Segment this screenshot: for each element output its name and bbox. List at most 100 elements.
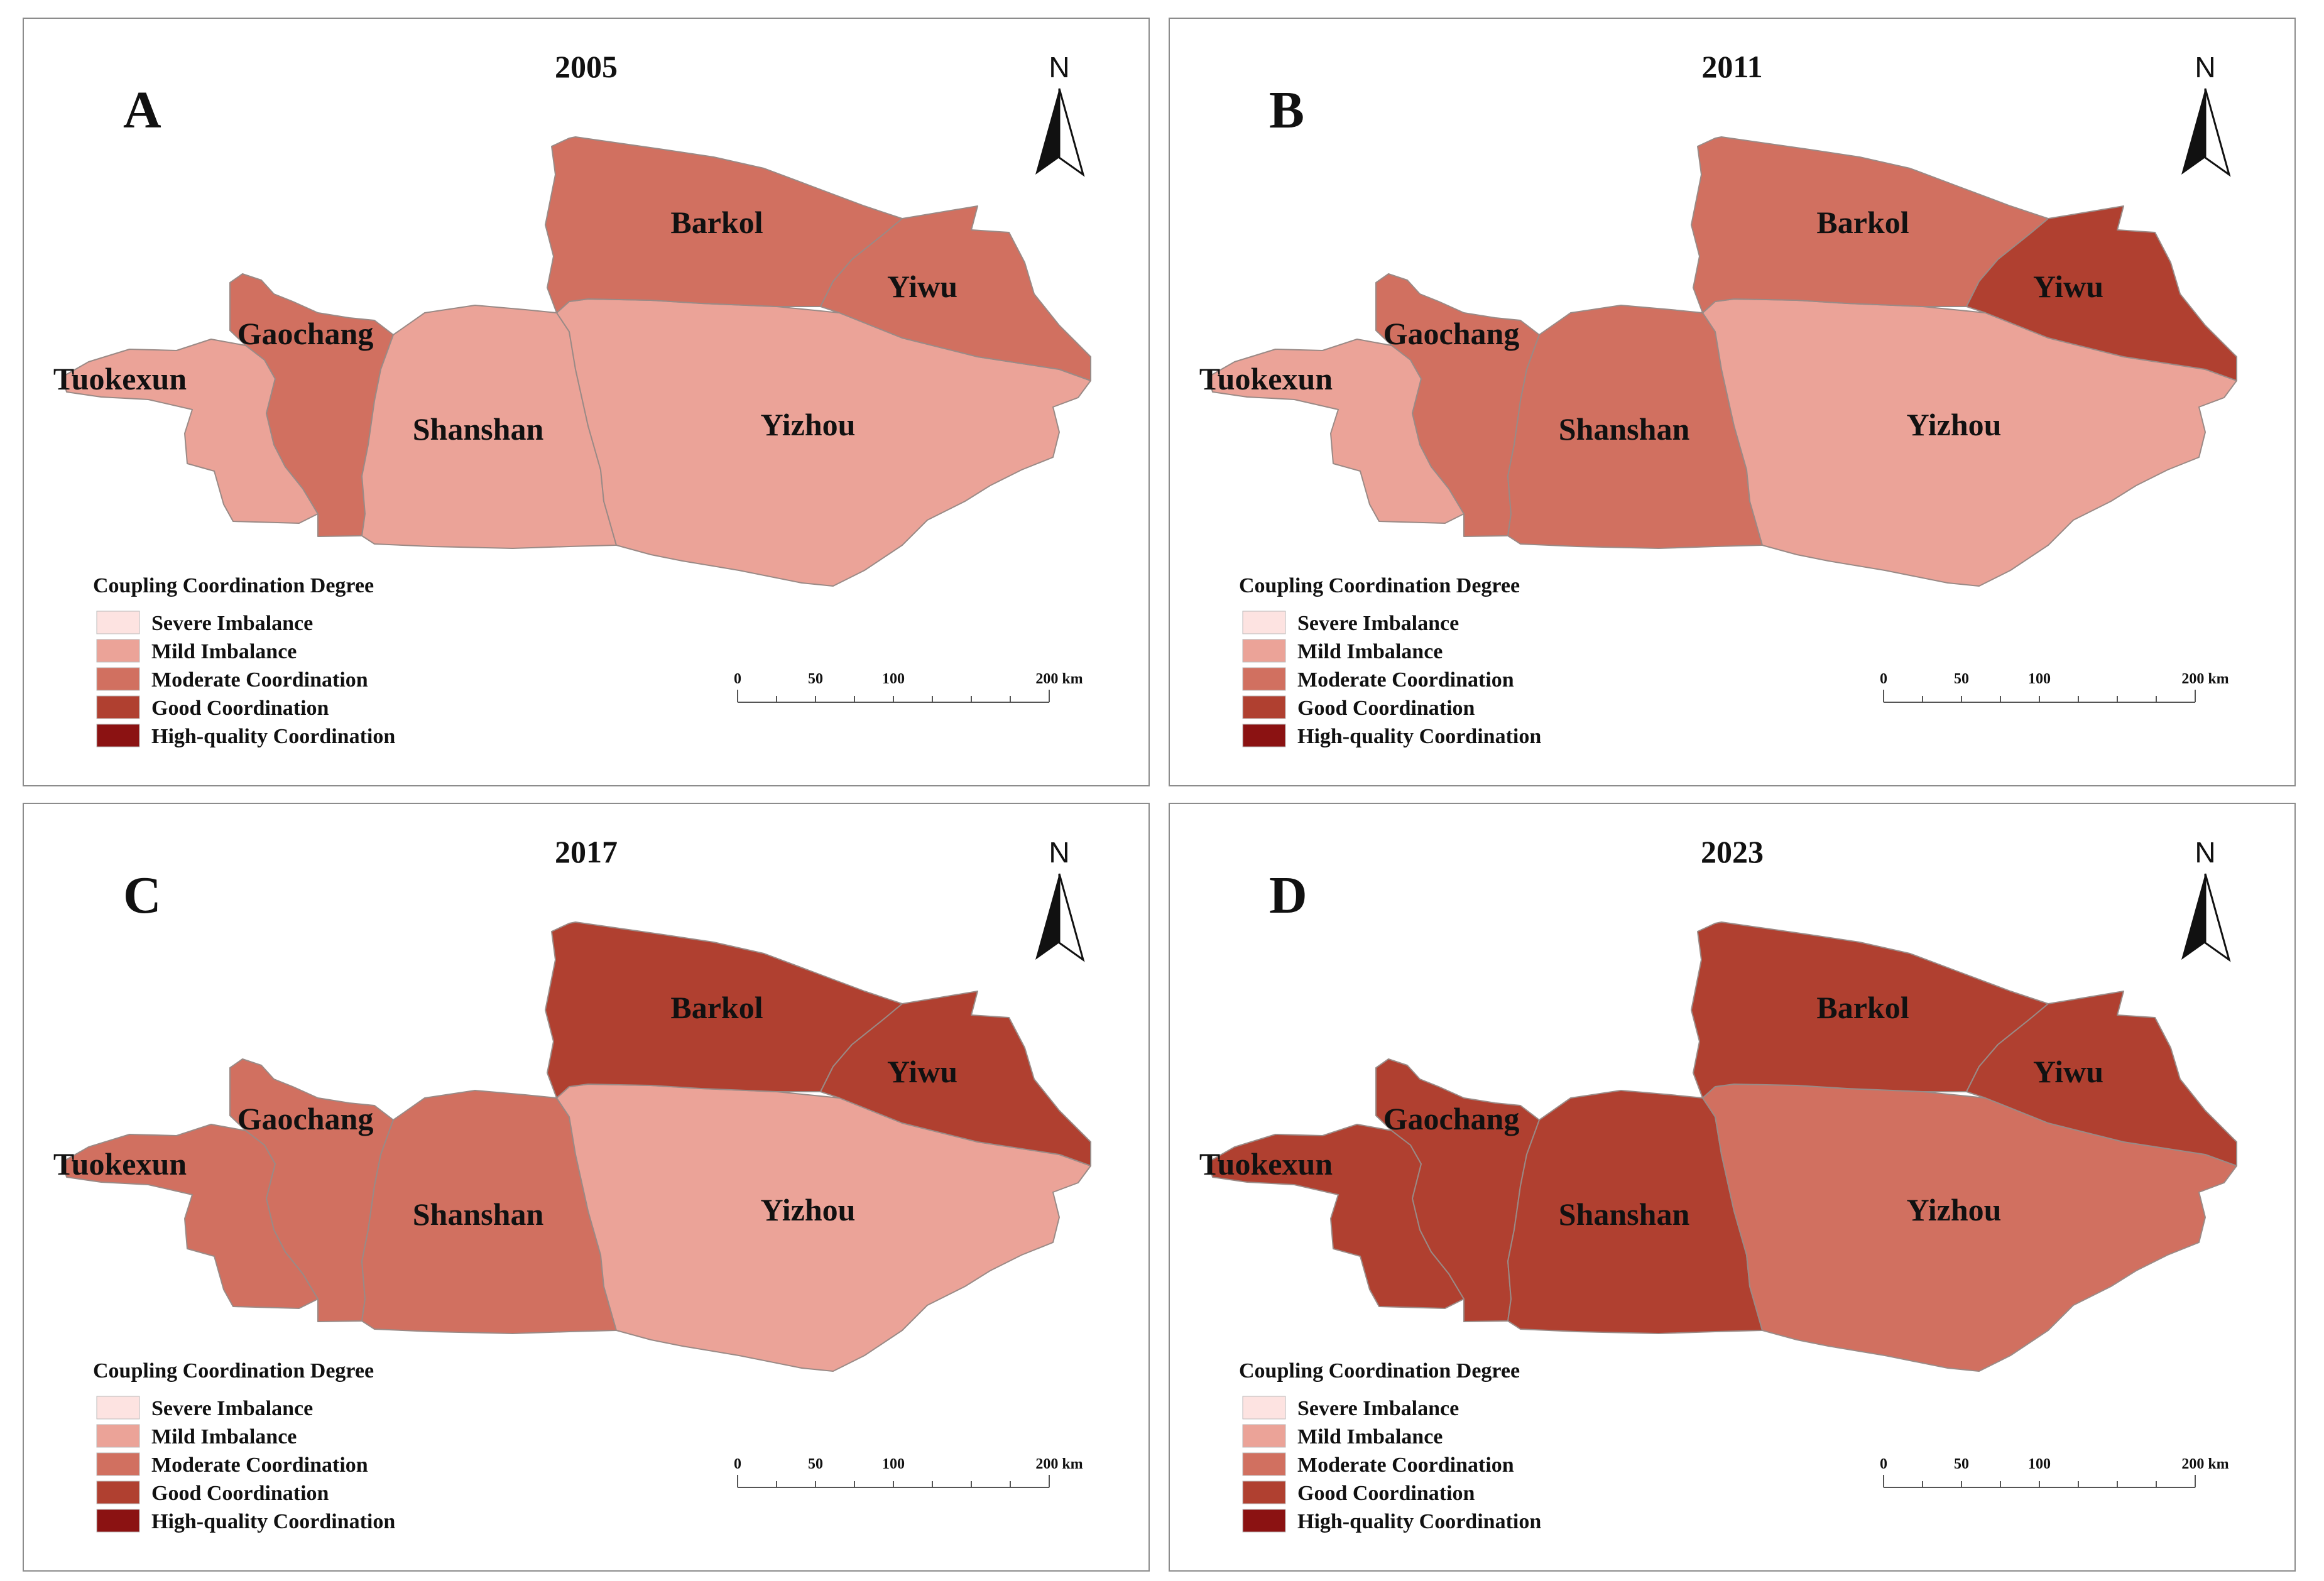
label-barkol: Barkol	[1816, 205, 1909, 240]
legend-item-high-quality-coordination: High-quality Coordination	[151, 1510, 395, 1533]
map-svg: Tuokexun Gaochang Shanshan Yizhou Barkol…	[23, 803, 1150, 1572]
legend-swatch-severe-imbalance	[96, 611, 140, 634]
legend-swatch-high-quality-coordination	[1242, 724, 1286, 747]
label-gaochang: Gaochang	[237, 1101, 374, 1136]
map-svg: Tuokexun Gaochang Shanshan Yizhou Barkol…	[1169, 18, 2296, 786]
scale-bar-line	[1883, 1475, 2196, 1488]
legend: Coupling Coordination Degree Severe Imba…	[1239, 574, 1541, 748]
north-label: N	[2195, 51, 2215, 84]
region-labels: Tuokexun Gaochang Shanshan Yizhou Barkol…	[1199, 205, 2103, 447]
region-yiwu	[820, 205, 1091, 381]
scale-tick-100: 100	[882, 671, 905, 687]
legend-item-severe-imbalance: Severe Imbalance	[1297, 1397, 1459, 1420]
legend-item-mild-imbalance: Mild Imbalance	[151, 1425, 297, 1448]
label-tuokexun: Tuokexun	[1199, 1146, 1333, 1182]
legend: Coupling Coordination Degree Severe Imba…	[93, 574, 395, 748]
north-arrow-icon	[1035, 89, 1059, 175]
label-tuokexun: Tuokexun	[1199, 361, 1333, 396]
label-yizhou: Yizhou	[1907, 1192, 2002, 1227]
region-yizhou	[1702, 298, 2237, 587]
legend-item-good-coordination: Good Coordination	[1297, 1482, 1475, 1505]
legend-item-mild-imbalance: Mild Imbalance	[151, 640, 297, 663]
legend-swatch-good-coordination	[96, 695, 140, 719]
label-yizhou: Yizhou	[761, 1192, 856, 1227]
legend-swatch-good-coordination	[1242, 1480, 1286, 1504]
legend-item-moderate-coordination: Moderate Coordination	[1297, 1453, 1514, 1477]
scale-tick-100: 100	[2028, 1456, 2051, 1472]
legend-title: Coupling Coordination Degree	[93, 1359, 374, 1383]
scale-bar: 0 50 100 200 km	[734, 671, 1083, 703]
legend-title: Coupling Coordination Degree	[1239, 574, 1520, 597]
legend-title: Coupling Coordination Degree	[93, 574, 374, 597]
map-panel-c: Tuokexun Gaochang Shanshan Yizhou Barkol…	[23, 803, 1150, 1572]
legend: Coupling Coordination Degree Severe Imba…	[1239, 1359, 1541, 1533]
legend-item-good-coordination: Good Coordination	[151, 1482, 329, 1505]
north-arrow: N	[2181, 51, 2231, 177]
label-shanshan: Shanshan	[1559, 411, 1690, 447]
region-yizhou	[556, 298, 1091, 587]
legend-item-severe-imbalance: Severe Imbalance	[151, 612, 313, 635]
legend-swatch-mild-imbalance	[1242, 1424, 1286, 1448]
scale-tick-0: 0	[1880, 671, 1887, 687]
legend-item-high-quality-coordination: High-quality Coordination	[1297, 1510, 1541, 1533]
map-panel-d: Tuokexun Gaochang Shanshan Yizhou Barkol…	[1169, 803, 2296, 1572]
region-yizhou	[1702, 1084, 2237, 1372]
legend-swatch-severe-imbalance	[1242, 1396, 1286, 1420]
legend-title: Coupling Coordination Degree	[1239, 1359, 1520, 1383]
scale-tick-0: 0	[1880, 1456, 1887, 1472]
north-arrow: N	[1035, 51, 1085, 177]
scale-bar: 0 50 100 200 km	[734, 1456, 1083, 1488]
north-arrow-outline-icon	[1058, 88, 1085, 177]
panel-letter: B	[1269, 81, 1304, 139]
legend-swatch-moderate-coordination	[96, 1452, 140, 1476]
legend-item-severe-imbalance: Severe Imbalance	[151, 1397, 313, 1420]
region-yizhou	[556, 1084, 1091, 1372]
scale-tick-0: 0	[734, 1456, 741, 1472]
region-group	[1208, 136, 2237, 587]
north-arrow: N	[2181, 836, 2231, 962]
legend-swatch-high-quality-coordination	[1242, 1509, 1286, 1533]
legend-item-good-coordination: Good Coordination	[151, 697, 329, 720]
north-arrow-outline-icon	[2204, 873, 2231, 962]
legend-swatch-high-quality-coordination	[96, 724, 140, 747]
legend-swatch-severe-imbalance	[96, 1396, 140, 1420]
legend-item-moderate-coordination: Moderate Coordination	[151, 1453, 368, 1477]
scale-tick-0: 0	[734, 671, 741, 687]
region-shanshan	[1507, 305, 1763, 549]
panel-year: 2017	[555, 834, 618, 869]
north-arrow: N	[1035, 836, 1085, 962]
legend-swatch-severe-imbalance	[1242, 611, 1286, 634]
map-svg: Tuokexun Gaochang Shanshan Yizhou Barkol…	[1169, 803, 2296, 1572]
region-labels: Tuokexun Gaochang Shanshan Yizhou Barkol…	[53, 990, 957, 1232]
scale-bar: 0 50 100 200 km	[1880, 1456, 2229, 1488]
label-gaochang: Gaochang	[1383, 316, 1520, 351]
region-group	[1208, 921, 2237, 1372]
scale-tick-50: 50	[808, 1456, 823, 1472]
map-panel-b: Tuokexun Gaochang Shanshan Yizhou Barkol…	[1169, 18, 2296, 786]
scale-bar-line	[737, 690, 1050, 703]
legend-swatch-mild-imbalance	[96, 1424, 140, 1448]
legend-swatch-moderate-coordination	[1242, 1452, 1286, 1476]
label-gaochang: Gaochang	[1383, 1101, 1520, 1136]
scale-tick-50: 50	[1954, 1456, 1969, 1472]
label-tuokexun: Tuokexun	[53, 361, 187, 396]
label-yiwu: Yiwu	[887, 1054, 957, 1089]
legend-swatch-moderate-coordination	[96, 667, 140, 691]
region-labels: Tuokexun Gaochang Shanshan Yizhou Barkol…	[53, 205, 957, 447]
north-arrow-icon	[2181, 874, 2205, 960]
north-arrow-icon	[1035, 874, 1059, 960]
region-shanshan	[361, 305, 617, 549]
legend-swatch-moderate-coordination	[1242, 667, 1286, 691]
panel-year: 2023	[1701, 834, 1764, 869]
map-svg: Tuokexun Gaochang Shanshan Yizhou Barkol…	[23, 18, 1150, 786]
scale-bar: 0 50 100 200 km	[1880, 671, 2229, 703]
panel-letter: D	[1269, 866, 1307, 925]
legend-swatch-good-coordination	[96, 1480, 140, 1504]
label-yiwu: Yiwu	[2033, 1054, 2103, 1089]
label-yizhou: Yizhou	[1907, 407, 2002, 442]
legend-swatch-high-quality-coordination	[96, 1509, 140, 1533]
legend-item-moderate-coordination: Moderate Coordination	[151, 668, 368, 692]
label-yizhou: Yizhou	[761, 407, 856, 442]
legend-item-moderate-coordination: Moderate Coordination	[1297, 668, 1514, 692]
north-label: N	[1049, 51, 1069, 84]
